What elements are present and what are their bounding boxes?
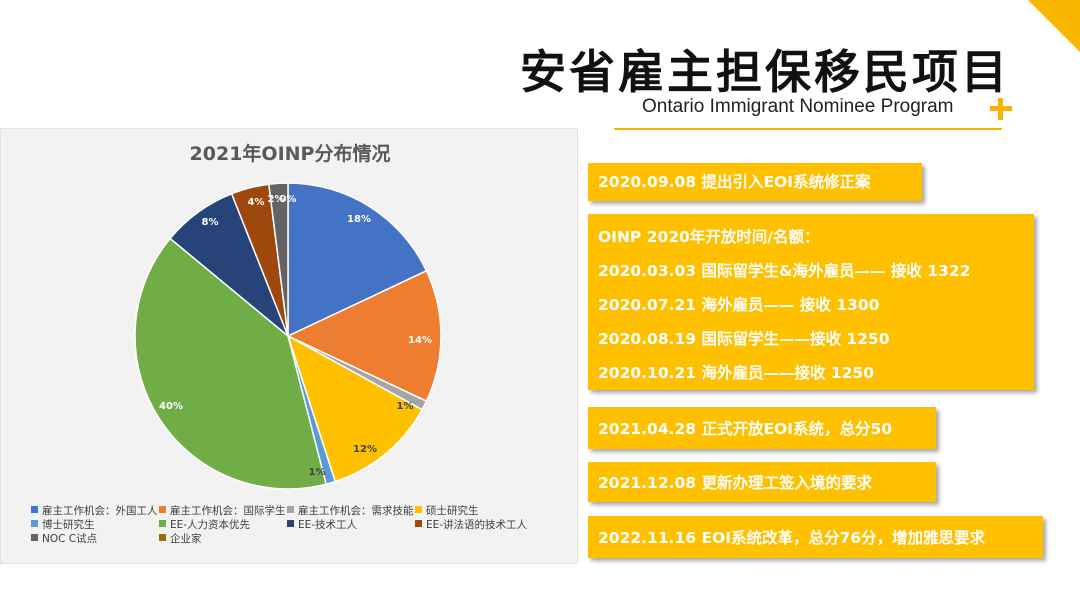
- data-label-6: 40%: [159, 401, 183, 412]
- legend-label: 雇主工作机会：外国工人: [42, 505, 158, 517]
- data-label-9: 2%: [268, 194, 285, 205]
- pie-slice-9: [267, 182, 289, 337]
- data-label-5: 1%: [309, 467, 326, 478]
- legend-swatch: [31, 534, 38, 541]
- timeline-text: 2020.10.21 海外雇员——接收 1250: [598, 364, 874, 382]
- timeline-text: 2020.07.21 海外雇员—— 接收 1300: [598, 296, 880, 314]
- legend-swatch: [415, 520, 422, 527]
- legend-label: EE-人力资本优先: [170, 519, 251, 531]
- timeline-text: 2020.09.08 提出引入EOI系统修正案: [598, 173, 871, 191]
- timeline-text: 2020.08.19 国际留学生——接收 1250: [598, 330, 890, 348]
- pie-slice-2: [286, 269, 442, 403]
- pie-chart: 18% 14% 1% 12% 1% 40% 8% 4% 2%0%: [134, 182, 442, 490]
- legend-item-10: 企业家: [159, 531, 202, 546]
- pie-slice-4: [286, 334, 424, 483]
- corner-decoration: [1028, 0, 1080, 52]
- legend-item-3: 雇主工作机会：需求技能: [287, 503, 414, 518]
- legend-item-4: 硕士研究生: [415, 503, 479, 518]
- data-label-2: 14%: [408, 335, 432, 346]
- legend-swatch: [159, 506, 166, 513]
- legend-item-5: 博士研究生: [31, 517, 95, 532]
- legend-swatch: [159, 534, 166, 541]
- legend-label: EE-技术工人: [298, 519, 358, 531]
- legend-item-9: NOC C试点: [31, 531, 97, 546]
- legend-swatch: [415, 506, 422, 513]
- timeline-item-eoi-amendment: 2020.09.08 提出引入EOI系统修正案: [588, 163, 922, 201]
- legend-item-8: EE-讲法语的技术工人: [415, 517, 527, 532]
- pie-slice-1: [287, 182, 428, 338]
- subtitle-underline: [614, 128, 1002, 130]
- data-label-8: 4%: [248, 197, 265, 208]
- page-subtitle: Ontario Immigrant Nominee Program: [642, 96, 954, 117]
- legend-swatch: [31, 506, 38, 513]
- legend-label: NOC C试点: [42, 533, 98, 545]
- legend-label: 雇主工作机会：国际学生: [170, 505, 286, 517]
- legend-item-7: EE-技术工人: [287, 517, 357, 532]
- timeline-item-eoi-launch: 2021.04.28 正式开放EOI系统，总分50: [588, 407, 936, 449]
- legend-swatch: [31, 520, 38, 527]
- legend-label: 企业家: [170, 533, 202, 545]
- legend-item-2: 雇主工作机会：国际学生: [159, 503, 286, 518]
- timeline-item-eoi-reform: 2022.11.16 EOI系统改革，总分76分，增加雅思要求: [588, 516, 1043, 558]
- timeline-item-2020-quota: OINP 2020年开放时间/名额： 2020.03.03 国际留学生&海外雇员…: [588, 214, 1034, 390]
- plus-icon: [990, 98, 1012, 120]
- data-label-3: 1%: [397, 401, 414, 412]
- legend-label: 硕士研究生: [426, 505, 479, 517]
- page-title: 安省雇主担保移民项目: [520, 45, 1010, 99]
- legend-item-6: EE-人力资本优先: [159, 517, 250, 532]
- legend-label: EE-讲法语的技术工人: [426, 519, 528, 531]
- data-label-7: 8%: [202, 217, 219, 228]
- legend-swatch: [287, 506, 294, 513]
- legend-label: 博士研究生: [42, 519, 95, 531]
- timeline-text: 2022.11.16 EOI系统改革，总分76分，增加雅思要求: [598, 529, 986, 547]
- legend-swatch: [159, 520, 166, 527]
- timeline-text: 2021.04.28 正式开放EOI系统，总分50: [598, 420, 893, 438]
- timeline-text: OINP 2020年开放时间/名额：: [598, 228, 820, 246]
- legend-item-1: 雇主工作机会：外国工人: [31, 503, 158, 518]
- data-label-10: 0%: [280, 194, 297, 205]
- legend-swatch: [287, 520, 294, 527]
- legend-label: 雇主工作机会：需求技能: [298, 505, 414, 517]
- timeline-text: 2021.12.08 更新办理工签入境的要求: [598, 474, 872, 492]
- timeline-text: 2020.03.03 国际留学生&海外雇员—— 接收 1322: [598, 262, 971, 280]
- pie-chart-panel: 18% 14% 1% 12% 1% 40% 8% 4% 2% 0% 2021年OINP分布情况 雇…: [0, 128, 578, 564]
- timeline-item-work-permit: 2021.12.08 更新办理工签入境的要求: [588, 462, 936, 502]
- pie-slice-6: [134, 237, 327, 490]
- data-label-1: 18%: [347, 214, 371, 225]
- chart-title: 2021年OINP分布情况: [189, 143, 391, 165]
- data-label-4: 12%: [353, 444, 377, 455]
